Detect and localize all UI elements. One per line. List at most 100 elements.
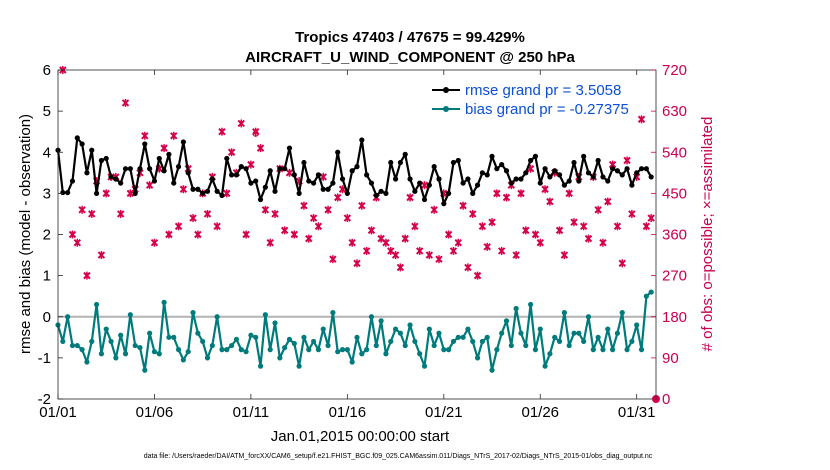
bias-point — [566, 342, 572, 349]
rmse-point — [465, 176, 471, 182]
bias-point — [74, 342, 80, 349]
x-tick-label: 01/26 — [521, 404, 559, 421]
bias-point — [484, 334, 490, 340]
rmse-point — [494, 166, 500, 172]
x-tick-label: 01/11 — [233, 404, 269, 421]
bias-point — [354, 334, 360, 340]
bias-point — [417, 351, 423, 357]
bias-point — [503, 318, 510, 324]
obs-assimilated-marker — [536, 238, 544, 247]
rmse-point — [60, 189, 66, 196]
bias-point — [84, 359, 90, 365]
bias-point — [127, 312, 133, 318]
bias-point — [571, 330, 577, 336]
chart-title: Tropics 47403 / 47675 = 99.429% — [295, 29, 525, 46]
rmse-point — [301, 159, 307, 166]
rmse-point — [113, 176, 119, 182]
rmse-point — [629, 182, 635, 188]
bias-point — [489, 367, 495, 373]
rmse-point — [349, 168, 355, 174]
rmse-point — [518, 176, 524, 182]
bias-point — [508, 342, 514, 349]
obs-assimilated-marker — [444, 230, 453, 239]
bias-point — [65, 314, 71, 320]
y-tick-label: 5 — [43, 103, 51, 120]
bias-point — [479, 338, 485, 345]
bias-point — [335, 349, 341, 355]
bias-point — [499, 330, 505, 336]
obs-assimilated-marker — [141, 131, 149, 140]
x-tick-label: 01/31 — [618, 404, 656, 421]
bias-point — [556, 338, 563, 345]
rmse-point — [590, 174, 596, 180]
rmse-point — [600, 174, 606, 180]
rmse-point — [79, 141, 85, 147]
obs-assimilated-marker — [145, 181, 154, 190]
obs-assimilated-marker — [300, 201, 308, 210]
y2-tick-label: 180 — [662, 309, 687, 326]
bias-point — [93, 301, 100, 308]
rmse-point — [634, 170, 640, 176]
y2-ticks: 0 90 180 270 360 450 540 630 720 — [651, 62, 687, 408]
obs-assimilated-marker — [415, 246, 424, 255]
rmse-point — [84, 170, 90, 176]
rmse-point — [388, 159, 394, 166]
rmse-point — [426, 182, 432, 188]
rmse-point — [291, 172, 297, 178]
rmse-point — [460, 180, 466, 186]
bias-series-layer — [55, 289, 654, 373]
bias-point — [315, 347, 322, 353]
rmse-point — [450, 159, 457, 166]
obs-assimilated-marker — [237, 119, 245, 128]
rmse-point — [200, 190, 206, 196]
rmse-point — [118, 180, 124, 186]
bias-point — [513, 305, 519, 312]
bias-point — [441, 347, 447, 353]
bias-point — [431, 342, 437, 349]
obs-assimilated-marker — [353, 259, 361, 268]
obs-assimilated-marker — [401, 234, 409, 243]
obs-assimilated-marker — [579, 222, 588, 231]
bias-point — [638, 347, 645, 353]
rmse-point — [65, 189, 71, 196]
bias-point — [407, 322, 413, 328]
bias-point — [629, 338, 635, 345]
bias-point — [383, 351, 389, 357]
bias-point — [537, 326, 543, 332]
obs-assimilated-marker — [584, 234, 593, 243]
bias-point — [561, 310, 567, 316]
y-tick-label: 3 — [43, 185, 51, 202]
rmse-point — [344, 190, 350, 196]
rmse-point — [552, 168, 558, 174]
obs-assimilated-marker — [280, 226, 289, 235]
rmse-point — [503, 168, 510, 174]
bias-point — [132, 342, 138, 349]
bias-point — [359, 351, 365, 357]
obs-assimilated-marker — [189, 214, 197, 223]
bias-point — [576, 330, 582, 336]
rmse-point — [122, 166, 129, 172]
rmse-point — [643, 166, 649, 172]
bias-point — [614, 330, 621, 336]
rmse-point — [180, 139, 186, 145]
rmse-point — [532, 153, 539, 159]
rmse-point — [441, 201, 447, 207]
y-tick-label: 0 — [43, 309, 51, 326]
rmse-point — [272, 188, 278, 194]
bias-point — [190, 310, 196, 316]
obs-assimilated-marker — [116, 209, 125, 218]
y2-tick-label: 540 — [662, 144, 687, 161]
bias-point — [200, 338, 206, 345]
rmse-point — [214, 188, 220, 194]
rmse-point — [233, 172, 240, 178]
bias-point — [518, 330, 524, 336]
obs-assimilated-marker — [285, 168, 294, 177]
obs-assimilated-marker — [435, 255, 443, 264]
obs-assimilated-marker — [493, 189, 501, 198]
obs-assimilated-marker — [517, 189, 525, 198]
obs-assimilated-marker — [83, 271, 91, 280]
rmse-point — [614, 168, 621, 174]
rmse-point — [185, 170, 191, 176]
bias-point — [494, 347, 500, 353]
obs-assimilated-marker — [271, 209, 279, 218]
